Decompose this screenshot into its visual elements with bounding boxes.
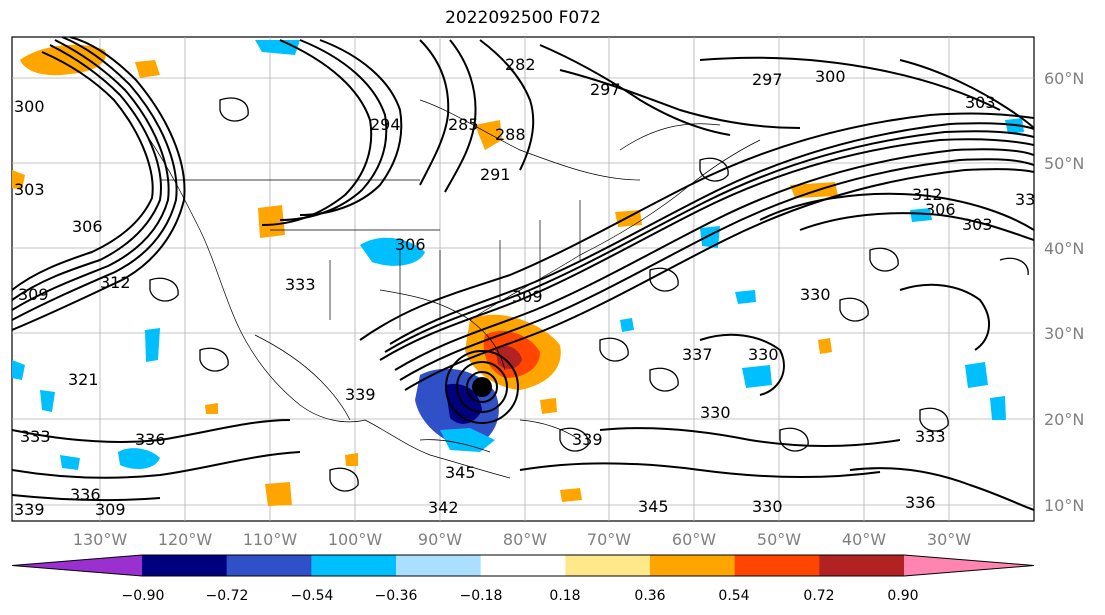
- lon-label: 50°W: [757, 530, 801, 549]
- lon-label: 70°W: [587, 530, 631, 549]
- lon-label: 30°W: [927, 530, 971, 549]
- longitude-labels: 130°W 120°W 110°W 100°W 90°W 80°W 70°W 6…: [73, 530, 971, 549]
- lon-label: 100°W: [328, 530, 383, 549]
- lon-label: 120°W: [158, 530, 213, 549]
- colorbar-tick-labels: −0.90 −0.72 −0.54 −0.36 −0.18 0.18 0.36 …: [122, 588, 919, 604]
- colorbar-tick-label: 0.36: [634, 588, 665, 604]
- contour-label: 306: [925, 200, 956, 219]
- small-contours: [149, 97, 1029, 492]
- contour-label: 291: [480, 165, 511, 184]
- colorbar-tick-label: −0.90: [122, 588, 165, 604]
- contour-label: 294: [370, 115, 401, 134]
- contour-label: 306: [72, 217, 103, 236]
- contour-label: 306: [395, 235, 426, 254]
- colorbar: [11, 554, 1035, 577]
- colorbar-tick-label: −0.36: [375, 588, 418, 604]
- contour-label: 330: [800, 285, 831, 304]
- colorbar-tick-label: 0.90: [887, 588, 918, 604]
- contour-label: 300: [14, 97, 45, 116]
- contour-label: 330: [752, 497, 783, 516]
- isentrope-contours: [12, 37, 1034, 511]
- lat-label: 20°N: [1044, 410, 1084, 429]
- contour-label: 312: [100, 273, 131, 292]
- colorbar-tick-label: 0.54: [718, 588, 749, 604]
- contour-label: 300: [815, 67, 846, 86]
- colorbar-bin: [565, 555, 651, 576]
- contour-label: 297: [752, 70, 783, 89]
- colorbar-bin: [311, 555, 397, 576]
- colorbar-tick-label: −0.72: [206, 588, 249, 604]
- latitude-labels: 60°N 50°N 40°N 30°N 20°N 10°N: [1044, 69, 1084, 515]
- contour-label: 345: [638, 497, 669, 516]
- contour-label: 309: [512, 287, 543, 306]
- lon-label: 130°W: [73, 530, 128, 549]
- contour-label: 333: [285, 275, 316, 294]
- colorbar-tick-label: 0.18: [549, 588, 580, 604]
- contour-label: 303: [965, 93, 996, 112]
- lat-label: 40°N: [1044, 239, 1084, 258]
- lon-label: 60°W: [672, 530, 716, 549]
- contour-label: 339: [14, 500, 45, 519]
- contour-label: 282: [505, 55, 536, 74]
- colorbar-tick-label: 0.72: [803, 588, 834, 604]
- colorbar-tick-label: −0.54: [291, 588, 334, 604]
- lat-label: 30°N: [1044, 324, 1084, 343]
- contour-label: 336: [905, 493, 936, 512]
- contour-label: 303: [962, 215, 993, 234]
- colorbar-bin: [819, 555, 905, 576]
- contour-label: 337: [682, 345, 713, 364]
- colorbar-bin: [480, 555, 566, 576]
- colorbar-tick-label: −0.18: [460, 588, 503, 604]
- contour-label: 330: [1015, 190, 1046, 209]
- contour-label: 333: [20, 427, 51, 446]
- contour-label: 339: [572, 430, 603, 449]
- lon-label: 80°W: [503, 530, 547, 549]
- lon-label: 40°W: [842, 530, 886, 549]
- colorbar-outline: [11, 554, 1035, 577]
- contour-label: 330: [748, 345, 779, 364]
- contour-label-group: 300 303 306 309 312 321 333 336 339 282 …: [14, 55, 1046, 519]
- colorbar-bin: [396, 555, 482, 576]
- lat-label: 10°N: [1044, 496, 1084, 515]
- colorbar-bin: [650, 555, 736, 576]
- contour-label: 285: [448, 115, 479, 134]
- contour-label: 339: [345, 385, 376, 404]
- contour-label: 288: [495, 125, 526, 144]
- colorbar-bin: [734, 555, 820, 576]
- contour-label: 312: [912, 185, 943, 204]
- contour-label: 345: [445, 463, 476, 482]
- colorbar-extend-min: [12, 555, 142, 576]
- colorbar-bin: [142, 555, 228, 576]
- colorbar-bin: [226, 555, 312, 576]
- contour-label: 336: [135, 430, 166, 449]
- shading-patches: [12, 40, 1024, 506]
- contour-label: 336: [70, 485, 101, 504]
- contour-label: 309: [18, 285, 49, 304]
- lat-label: 50°N: [1044, 154, 1084, 173]
- contour-label: 297: [590, 80, 621, 99]
- colorbar-extend-max: [904, 555, 1034, 576]
- contour-label: 342: [428, 498, 459, 517]
- contour-label: 330: [700, 403, 731, 422]
- contour-label: 309: [95, 500, 126, 519]
- contour-label: 303: [14, 180, 45, 199]
- contour-label: 333: [915, 427, 946, 446]
- lat-label: 60°N: [1044, 69, 1084, 88]
- lon-label: 110°W: [243, 530, 298, 549]
- contour-label: 321: [68, 370, 99, 389]
- storm-center-marker: [472, 377, 492, 397]
- map-title: 2022092500 F072: [445, 8, 601, 28]
- lon-label: 90°W: [418, 530, 462, 549]
